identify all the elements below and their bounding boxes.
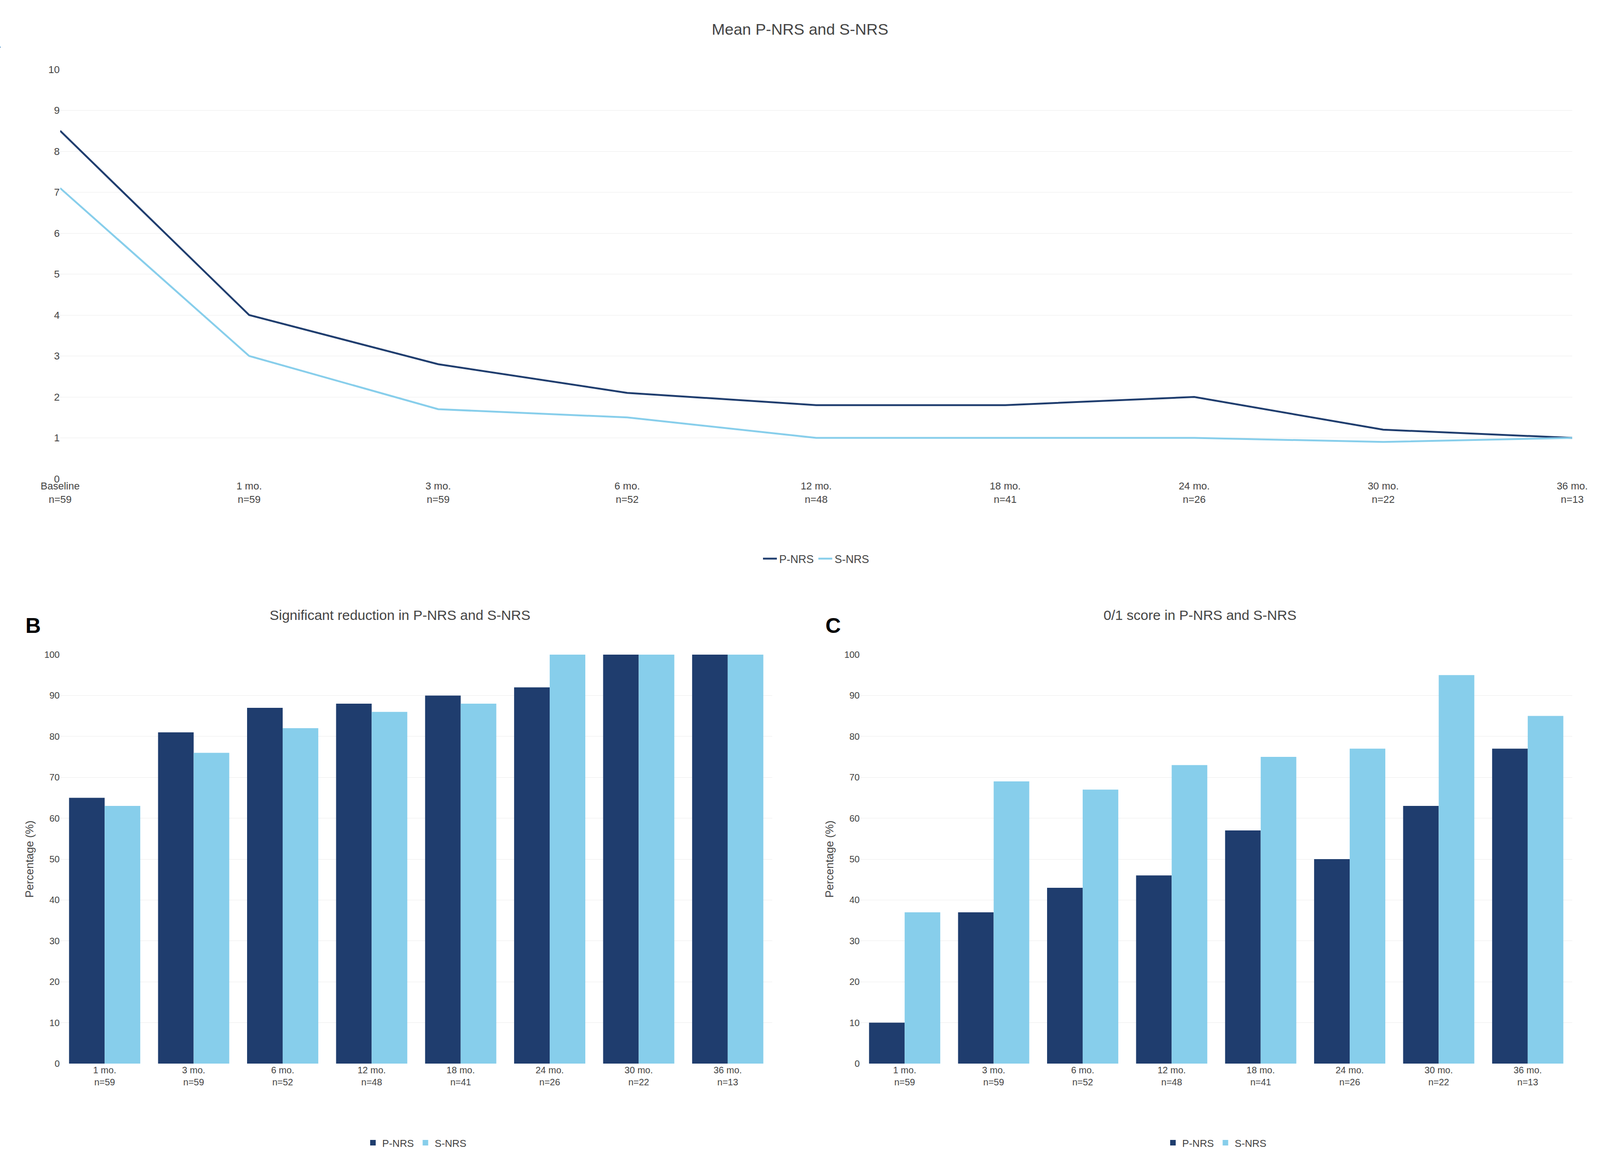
svg-text:6 mo.n=52: 6 mo.n=52 xyxy=(271,1065,295,1088)
svg-text:90: 90 xyxy=(849,690,860,701)
svg-text:P-NRS: P-NRS xyxy=(1182,1137,1214,1150)
svg-text:1 mo.n=59: 1 mo.n=59 xyxy=(93,1065,117,1088)
svg-text:50: 50 xyxy=(849,854,860,865)
svg-text:3 mo.n=59: 3 mo.n=59 xyxy=(425,480,451,506)
svg-text:30 mo.n=22: 30 mo.n=22 xyxy=(1367,480,1399,506)
svg-text:B: B xyxy=(25,613,41,638)
svg-text:5: 5 xyxy=(54,268,60,280)
svg-text:70: 70 xyxy=(49,772,60,783)
svg-text:6 mo.n=52: 6 mo.n=52 xyxy=(614,480,640,506)
svg-text:40: 40 xyxy=(49,894,60,906)
svg-text:A: A xyxy=(0,28,1,53)
svg-text:80: 80 xyxy=(849,731,860,742)
svg-text:36 mo.n=13: 36 mo.n=13 xyxy=(1513,1065,1542,1088)
svg-text:Baselinen=59: Baselinen=59 xyxy=(40,480,80,506)
svg-text:7: 7 xyxy=(54,186,60,199)
svg-text:30: 30 xyxy=(849,936,860,947)
svg-text:20: 20 xyxy=(849,976,860,987)
svg-text:90: 90 xyxy=(49,690,60,701)
svg-text:8: 8 xyxy=(54,145,60,158)
svg-text:0: 0 xyxy=(54,473,60,485)
svg-text:Mean P-NRS and S-NRS: Mean P-NRS and S-NRS xyxy=(711,20,889,38)
svg-text:0: 0 xyxy=(54,1058,60,1069)
svg-text:50: 50 xyxy=(49,854,60,865)
svg-text:1: 1 xyxy=(54,432,60,444)
svg-text:10: 10 xyxy=(849,1017,860,1029)
svg-text:12 mo.n=48: 12 mo.n=48 xyxy=(357,1065,386,1088)
svg-text:6: 6 xyxy=(54,227,60,240)
svg-text:30: 30 xyxy=(49,936,60,947)
svg-text:9: 9 xyxy=(54,104,60,117)
svg-text:70: 70 xyxy=(849,772,860,783)
svg-text:4: 4 xyxy=(54,309,60,322)
svg-text:S-NRS: S-NRS xyxy=(834,552,870,566)
svg-text:3 mo.n=59: 3 mo.n=59 xyxy=(982,1065,1006,1088)
svg-text:Percentage (%): Percentage (%) xyxy=(823,820,836,899)
svg-text:24 mo.n=26: 24 mo.n=26 xyxy=(1335,1065,1364,1088)
svg-text:Significant reduction in P-NRS: Significant reduction in P-NRS and S-NRS xyxy=(269,607,531,623)
svg-text:12 mo.n=48: 12 mo.n=48 xyxy=(800,480,832,506)
svg-text:80: 80 xyxy=(49,731,60,742)
svg-text:18 mo.n=41: 18 mo.n=41 xyxy=(989,480,1021,506)
svg-text:10: 10 xyxy=(49,1017,60,1029)
svg-text:60: 60 xyxy=(49,813,60,824)
svg-text:2: 2 xyxy=(54,391,60,404)
svg-text:S-NRS: S-NRS xyxy=(434,1137,466,1150)
svg-text:6 mo.n=52: 6 mo.n=52 xyxy=(1071,1065,1095,1088)
svg-text:3: 3 xyxy=(54,350,60,362)
svg-text:P-NRS: P-NRS xyxy=(382,1137,414,1150)
svg-text:18 mo.n=41: 18 mo.n=41 xyxy=(1246,1065,1275,1088)
svg-text:30 mo.n=22: 30 mo.n=22 xyxy=(624,1065,653,1088)
svg-text:0/1 score in P-NRS and S-NRS: 0/1 score in P-NRS and S-NRS xyxy=(1103,607,1297,623)
svg-text:100: 100 xyxy=(844,649,860,660)
svg-text:10: 10 xyxy=(48,63,60,76)
svg-text:Percentage (%): Percentage (%) xyxy=(23,820,36,899)
svg-text:40: 40 xyxy=(849,894,860,906)
svg-text:0: 0 xyxy=(854,1058,860,1069)
svg-text:36 mo.n=13: 36 mo.n=13 xyxy=(1556,480,1588,506)
svg-text:20: 20 xyxy=(49,976,60,987)
svg-text:60: 60 xyxy=(849,813,860,824)
svg-text:36 mo.n=13: 36 mo.n=13 xyxy=(713,1065,742,1088)
svg-text:100: 100 xyxy=(44,649,60,660)
svg-text:C: C xyxy=(825,613,841,638)
svg-text:18 mo.n=41: 18 mo.n=41 xyxy=(446,1065,475,1088)
svg-text:24 mo.n=26: 24 mo.n=26 xyxy=(535,1065,564,1088)
svg-text:P-NRS: P-NRS xyxy=(779,552,814,566)
svg-text:12 mo.n=48: 12 mo.n=48 xyxy=(1157,1065,1186,1088)
svg-text:1 mo.n=59: 1 mo.n=59 xyxy=(236,480,262,506)
svg-text:24 mo.n=26: 24 mo.n=26 xyxy=(1178,480,1210,506)
svg-text:1 mo.n=59: 1 mo.n=59 xyxy=(893,1065,917,1088)
svg-text:30 mo.n=22: 30 mo.n=22 xyxy=(1424,1065,1453,1088)
svg-text:3 mo.n=59: 3 mo.n=59 xyxy=(182,1065,206,1088)
svg-text:S-NRS: S-NRS xyxy=(1234,1137,1266,1150)
